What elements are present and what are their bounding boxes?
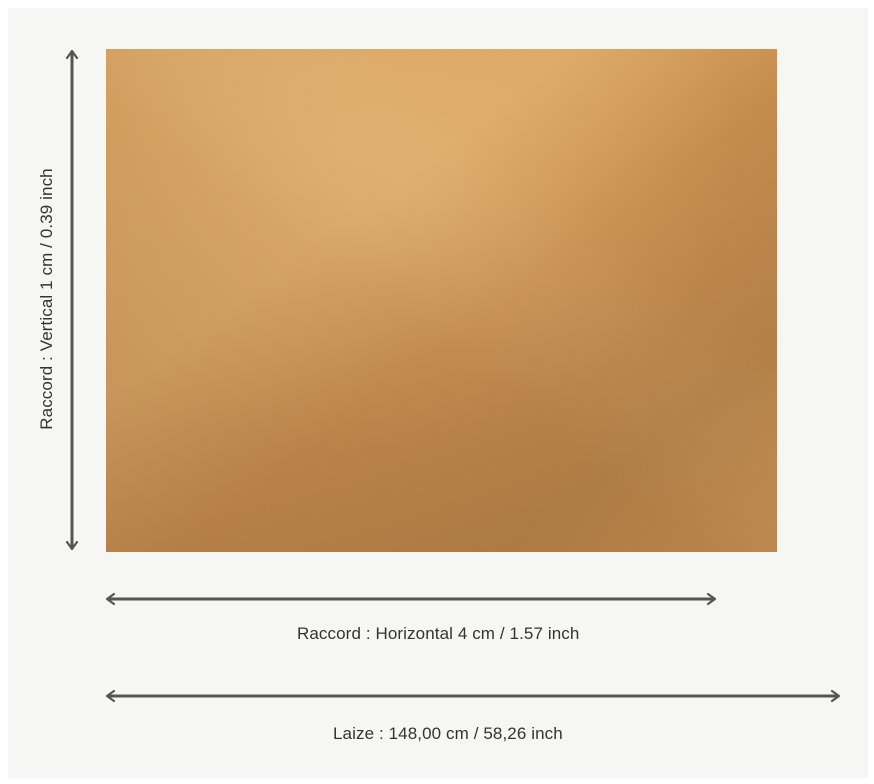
vertical-repeat-arrow <box>65 49 79 551</box>
horizontal-repeat-label: Raccord : Horizontal 4 cm / 1.57 inch <box>297 624 580 643</box>
fabric-texture <box>106 49 777 552</box>
fabric-swatch-image <box>106 49 777 552</box>
fabric-width-label: Laize : 148,00 cm / 58,26 inch <box>333 724 563 743</box>
fabric-width-arrow <box>105 689 841 703</box>
vertical-repeat-label: Raccord : Vertical 1 cm / 0.39 inch <box>37 168 56 430</box>
horizontal-repeat-arrow <box>105 592 717 606</box>
